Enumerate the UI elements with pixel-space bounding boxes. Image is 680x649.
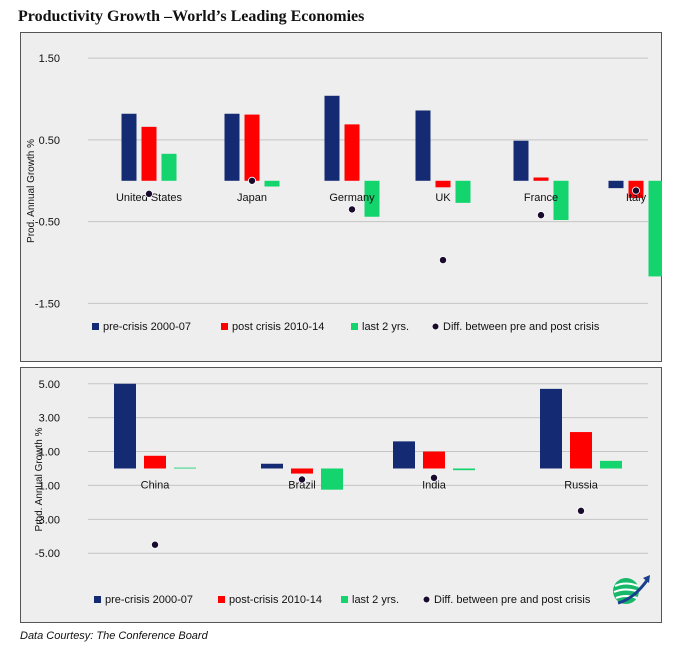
y-tick-label: 0.50 xyxy=(39,135,60,147)
bar-india-pre-crisis-2000-07 xyxy=(393,441,415,469)
diff-marker-united-states xyxy=(145,189,154,198)
diff-marker-germany xyxy=(347,205,356,214)
y-tick-label: 5.00 xyxy=(39,379,60,391)
bar-united-states-pre-crisis-2000-07 xyxy=(121,113,137,181)
y-tick-label: 3.00 xyxy=(39,413,60,425)
category-label-russia: Russia xyxy=(564,479,599,491)
legend-swatch-post-crisis-2010-14 xyxy=(221,323,228,330)
bar-uk-last-2-yrs xyxy=(455,180,471,203)
diff-marker-france xyxy=(537,211,546,220)
chart-title: Productivity Growth –World’s Leading Eco… xyxy=(18,8,365,25)
bar-brazil-post-crisis-2010-14 xyxy=(291,468,313,474)
data-source-note: Data Courtesy: The Conference Board xyxy=(20,630,208,642)
legend-label-last-2-yrs: last 2 yrs. xyxy=(352,594,399,606)
legend-label-last-2-yrs: last 2 yrs. xyxy=(362,321,409,333)
category-label-brazil: Brazil xyxy=(288,479,316,491)
y-tick-label: -3.00 xyxy=(35,514,60,526)
bar-italy-pre-crisis-2000-07 xyxy=(608,180,624,189)
diff-marker-japan xyxy=(247,176,256,185)
category-label-uk: UK xyxy=(435,192,451,204)
y-tick-label: -1.00 xyxy=(35,480,60,492)
globe-logo-arrowhead xyxy=(643,575,650,583)
category-label-india: India xyxy=(422,479,447,491)
y-tick-label: -0.50 xyxy=(35,217,60,229)
diff-marker-uk xyxy=(438,256,447,265)
legend-swatch-diff-between-pre-and-post-crisis xyxy=(431,322,440,331)
legend-swatch-last-2-yrs xyxy=(341,596,348,603)
legend-swatch-diff-between-pre-and-post-crisis xyxy=(422,595,431,604)
bar-france-pre-crisis-2000-07 xyxy=(513,140,529,181)
bar-brazil-pre-crisis-2000-07 xyxy=(261,463,283,469)
diff-marker-china xyxy=(150,540,159,549)
y-tick-label: 1.00 xyxy=(39,447,60,459)
bar-india-post-crisis-2010-14 xyxy=(423,451,445,469)
legend-swatch-last-2-yrs xyxy=(351,323,358,330)
category-label-china: China xyxy=(141,479,171,491)
legend-label-diff-between-pre-and-post-crisis: Diff. between pre and post crisis xyxy=(443,321,600,333)
category-label-germany: Germany xyxy=(329,192,375,204)
legend-swatch-post-crisis-2010-14 xyxy=(218,596,225,603)
bar-india-last-2-yrs xyxy=(453,468,475,471)
legend-label-pre-crisis-2000-07: pre-crisis 2000-07 xyxy=(103,321,191,333)
bar-united-states-post-crisis-2010-14 xyxy=(141,126,157,181)
y-tick-label: -1.50 xyxy=(35,298,60,310)
category-label-japan: Japan xyxy=(237,192,267,204)
bar-france-last-2-yrs xyxy=(553,180,569,221)
bar-united-states-last-2-yrs xyxy=(161,153,177,181)
emerging-economies-panel: 5.00 3.00 1.00 -1.00 -3.00 -5.00 Prod. Annual … xyxy=(20,367,662,623)
y-tick-label: -5.00 xyxy=(35,548,60,560)
y-axis-label: Prod. Annual Growth % xyxy=(34,427,45,531)
bar-brazil-last-2-yrs xyxy=(321,468,343,490)
bar-germany-post-crisis-2010-14 xyxy=(344,124,360,181)
bar-germany-last-2-yrs xyxy=(364,180,380,217)
bar-russia-pre-crisis-2000-07 xyxy=(540,388,562,469)
legend-label-pre-crisis-2000-07: pre-crisis 2000-07 xyxy=(105,594,193,606)
category-label-italy: Italy xyxy=(626,192,647,204)
bar-japan-last-2-yrs xyxy=(264,180,280,187)
category-label-france: France xyxy=(524,192,558,204)
bar-france-post-crisis-2010-14 xyxy=(533,177,549,181)
bar-germany-pre-crisis-2000-07 xyxy=(324,95,340,181)
bar-russia-post-crisis-2010-14 xyxy=(570,432,592,469)
diff-marker-italy xyxy=(632,186,641,195)
bar-china-last-2-yrs xyxy=(174,467,196,469)
diff-marker-india xyxy=(429,473,438,482)
bar-russia-last-2-yrs xyxy=(600,460,622,469)
bar-uk-post-crisis-2010-14 xyxy=(435,180,451,188)
bar-japan-post-crisis-2010-14 xyxy=(244,114,260,181)
legend-label-post-crisis-2010-14: post-crisis 2010-14 xyxy=(229,594,322,606)
globe-logo-arrow xyxy=(617,578,650,605)
bar-italy-last-2-yrs xyxy=(648,180,662,277)
y-tick-label: 1.50 xyxy=(39,53,60,65)
y-axis-label: Prod. Annual Growth % xyxy=(26,139,37,243)
legend-label-post-crisis-2010-14: post crisis 2010-14 xyxy=(232,321,324,333)
globe-logo xyxy=(613,575,650,605)
legend-label-diff-between-pre-and-post-crisis: Diff. between pre and post crisis xyxy=(434,594,591,606)
diff-marker-russia xyxy=(577,506,586,515)
bar-japan-pre-crisis-2000-07 xyxy=(224,113,240,181)
diff-marker-brazil xyxy=(297,475,306,484)
bar-china-pre-crisis-2000-07 xyxy=(114,383,136,469)
advanced-economies-panel: 1.50 0.50 -0.50 -1.50 Prod. Annual Growth % U… xyxy=(20,32,662,362)
globe-logo-band xyxy=(614,582,639,587)
legend-swatch-pre-crisis-2000-07 xyxy=(94,596,101,603)
globe-logo-band xyxy=(615,595,638,599)
bar-china-post-crisis-2010-14 xyxy=(144,455,166,469)
bar-uk-pre-crisis-2000-07 xyxy=(415,110,431,181)
legend-swatch-pre-crisis-2000-07 xyxy=(92,323,99,330)
